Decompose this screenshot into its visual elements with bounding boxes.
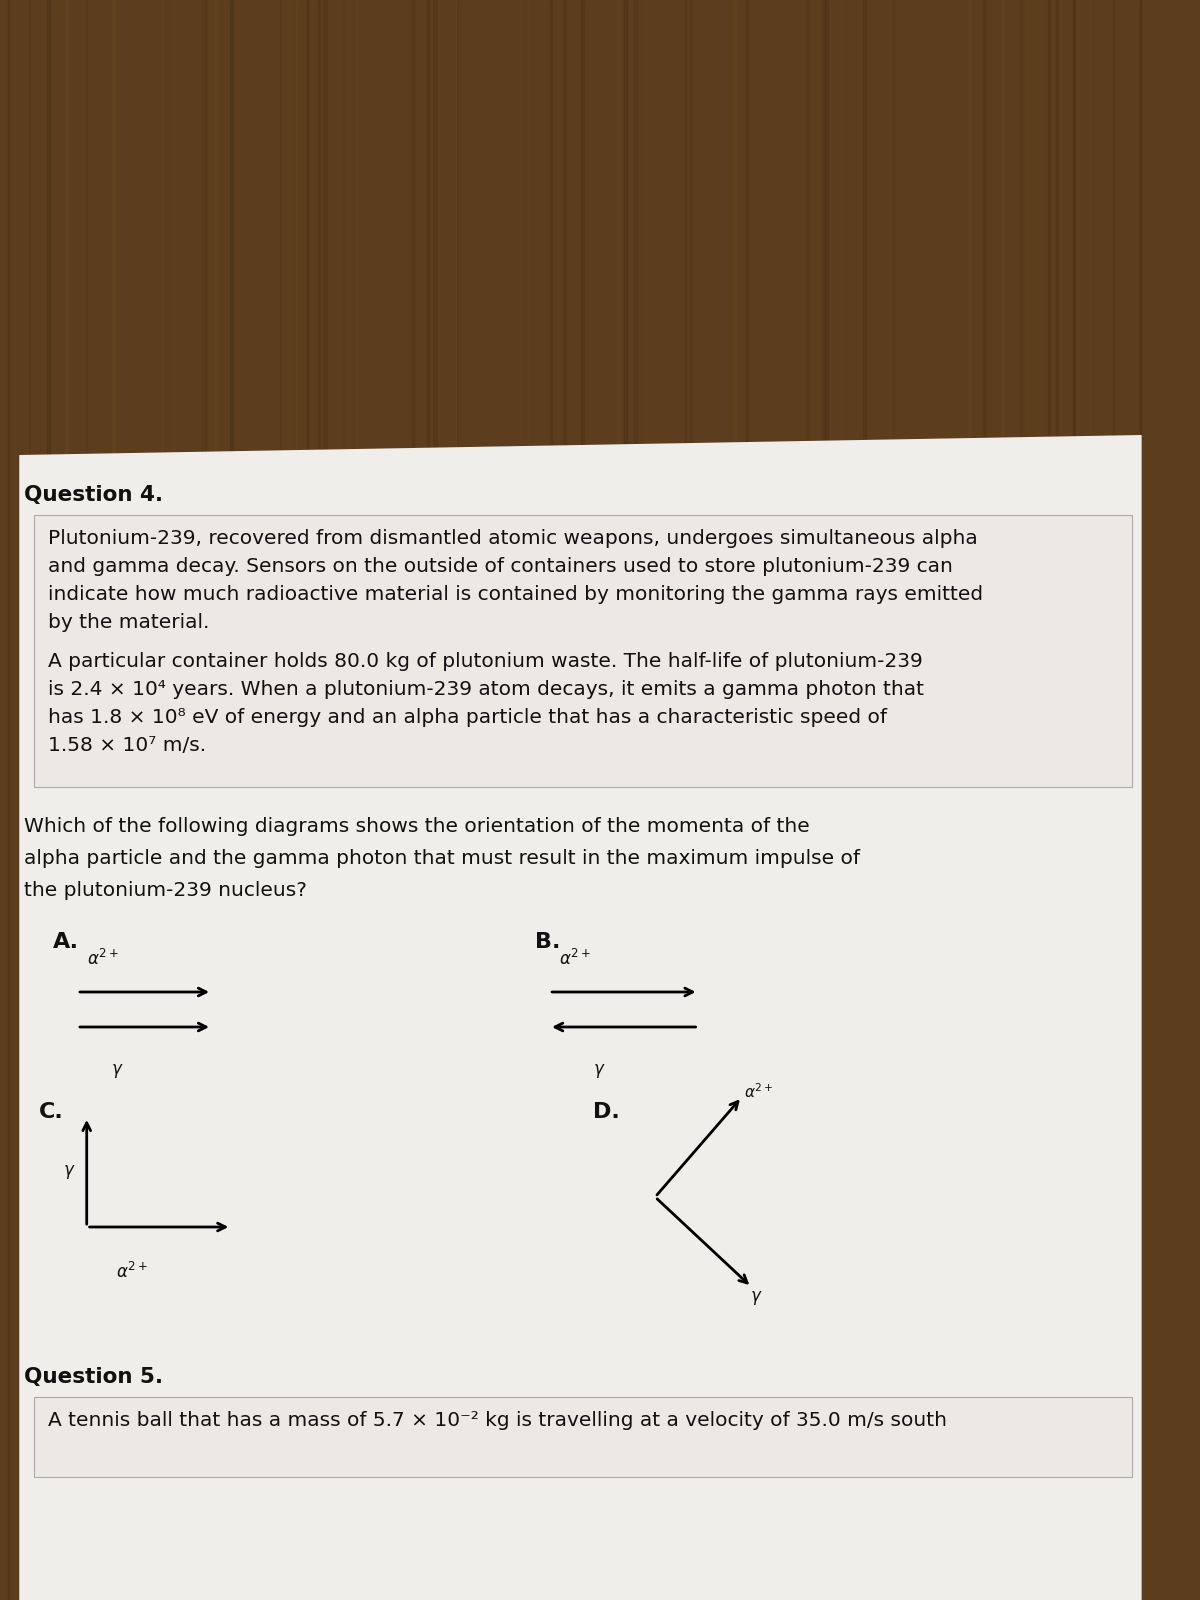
Text: $\gamma$: $\gamma$ xyxy=(750,1290,762,1307)
Text: alpha particle and the gamma photon that must result in the maximum impulse of: alpha particle and the gamma photon that… xyxy=(24,850,860,867)
Polygon shape xyxy=(19,435,1141,1600)
Text: $\alpha^{2+}$: $\alpha^{2+}$ xyxy=(86,949,119,970)
Text: B.: B. xyxy=(535,931,560,952)
Text: $\gamma$: $\gamma$ xyxy=(593,1062,605,1080)
Text: 1.58 × 10⁷ m/s.: 1.58 × 10⁷ m/s. xyxy=(48,736,206,755)
Text: has 1.8 × 10⁸ eV of energy and an alpha particle that has a characteristic speed: has 1.8 × 10⁸ eV of energy and an alpha … xyxy=(48,709,887,726)
Text: $\gamma$: $\gamma$ xyxy=(62,1163,76,1181)
Text: is 2.4 × 10⁴ years. When a plutonium-239 atom decays, it emits a gamma photon th: is 2.4 × 10⁴ years. When a plutonium-239… xyxy=(48,680,924,699)
Text: Question 4.: Question 4. xyxy=(24,485,163,506)
Text: D.: D. xyxy=(593,1102,619,1122)
Text: Plutonium-239, recovered from dismantled atomic weapons, undergoes simultaneous : Plutonium-239, recovered from dismantled… xyxy=(48,530,978,547)
Text: A tennis ball that has a mass of 5.7 × 10⁻² kg is travelling at a velocity of 35: A tennis ball that has a mass of 5.7 × 1… xyxy=(48,1411,947,1430)
Text: indicate how much radioactive material is contained by monitoring the gamma rays: indicate how much radioactive material i… xyxy=(48,586,983,603)
Text: Question 5.: Question 5. xyxy=(24,1366,163,1387)
Text: A.: A. xyxy=(53,931,79,952)
Text: $\alpha^{2+}$: $\alpha^{2+}$ xyxy=(115,1262,148,1282)
Text: and gamma decay. Sensors on the outside of containers used to store plutonium-23: and gamma decay. Sensors on the outside … xyxy=(48,557,953,576)
Text: $\alpha^{2+}$: $\alpha^{2+}$ xyxy=(744,1082,773,1101)
Bar xyxy=(34,1397,1132,1477)
Text: the plutonium-239 nucleus?: the plutonium-239 nucleus? xyxy=(24,882,307,899)
Text: A particular container holds 80.0 kg of plutonium waste. The half-life of pluton: A particular container holds 80.0 kg of … xyxy=(48,653,923,672)
Bar xyxy=(34,515,1132,787)
Text: Which of the following diagrams shows the orientation of the momenta of the: Which of the following diagrams shows th… xyxy=(24,818,810,835)
Text: by the material.: by the material. xyxy=(48,613,210,632)
Text: C.: C. xyxy=(38,1102,64,1122)
Text: $\alpha^{2+}$: $\alpha^{2+}$ xyxy=(559,949,590,970)
Text: $\gamma$: $\gamma$ xyxy=(110,1062,124,1080)
